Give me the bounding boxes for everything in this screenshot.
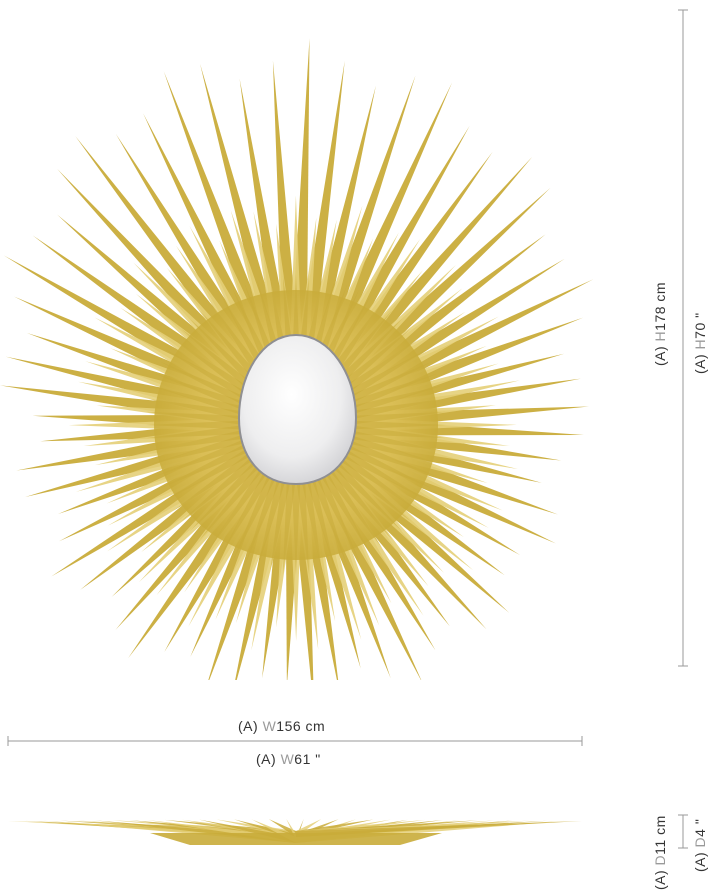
- height-dimension-line: [678, 9, 688, 667]
- side-body: [150, 833, 442, 845]
- side-ray: [268, 819, 296, 837]
- width-imperial-label: (A) W61 ": [256, 751, 321, 767]
- depth-metric-label: (A) D11 cm: [652, 815, 668, 890]
- side-ray: [286, 819, 296, 840]
- oval-mirror: [237, 333, 358, 486]
- depth-imperial-label: (A) D4 ": [692, 818, 708, 872]
- sunburst-mirror-front: [0, 38, 594, 680]
- width-metric-label: (A) W156 cm: [238, 718, 326, 734]
- side-ray: [296, 819, 304, 843]
- height-metric-label: (A) H178 cm: [652, 281, 668, 366]
- sunburst-mirror-side: [8, 819, 582, 845]
- outer-rays: [0, 38, 594, 680]
- depth-dimension-line: [678, 814, 688, 849]
- side-ray: [296, 819, 322, 837]
- height-imperial-label: (A) H70 ": [692, 312, 708, 374]
- width-dimension-line: [7, 736, 583, 746]
